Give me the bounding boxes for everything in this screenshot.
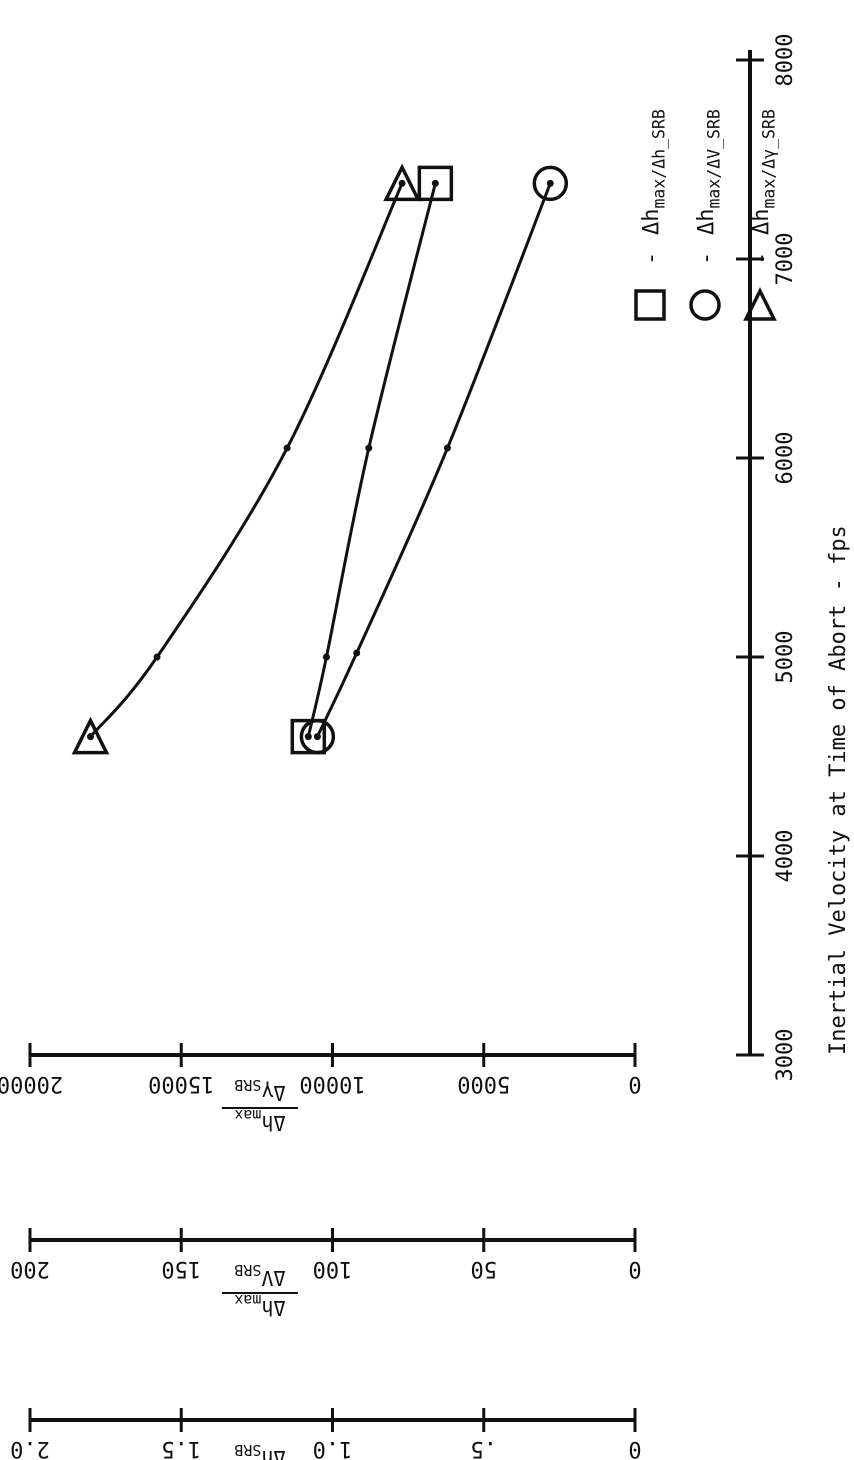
data-marker-circle xyxy=(299,718,336,755)
value-tick-label: .5 xyxy=(471,1436,498,1460)
value-tick-label: 0 xyxy=(628,1071,641,1096)
value-axis-label-denominator: ΔVSRB xyxy=(234,1261,285,1290)
legend-label-circle: Δhmax/ΔV_SRB xyxy=(694,109,724,235)
legend-marker-triangle xyxy=(743,287,777,321)
data-point-triangle xyxy=(283,444,291,452)
x-tick-label: 4000 xyxy=(773,830,798,883)
x-axis-label: Inertial Velocity at Time of Abort - fps xyxy=(826,525,851,1055)
value-axis-label-numerator: Δhmax xyxy=(234,1106,285,1135)
value-tick-label: 50 xyxy=(471,1256,498,1281)
data-marker-triangle xyxy=(71,716,110,755)
legend-marker-circle xyxy=(689,289,721,321)
legend: - Δhmax/Δh_SRB - Δhmax/ΔV_SRB - Δhmax/Δγ_SRB xyxy=(634,109,779,321)
legend-label-triangle: Δhmax/Δγ_SRB xyxy=(749,109,779,235)
data-point-circle xyxy=(443,444,451,452)
data-marker-square xyxy=(417,165,454,202)
legend-dash: - xyxy=(694,252,719,265)
legend-dash: - xyxy=(749,252,774,265)
value-tick-label: 15000 xyxy=(148,1071,214,1096)
value-tick-label: 2.0 xyxy=(10,1436,50,1460)
data-point-square xyxy=(322,653,330,661)
legend-marker-square xyxy=(634,289,666,321)
data-point-triangle xyxy=(398,179,406,187)
value-tick-label: 20000 xyxy=(0,1071,63,1096)
value-tick-label: 10000 xyxy=(299,1071,365,1096)
series-line-square xyxy=(306,183,437,737)
series-line-triangle xyxy=(89,182,404,738)
value-tick-label: 150 xyxy=(161,1256,201,1281)
value-axis-label-denominator: ΔhSRB xyxy=(234,1441,285,1460)
data-point-square xyxy=(365,444,373,452)
x-tick-label: 6000 xyxy=(773,432,798,485)
value-tick-label: 100 xyxy=(313,1256,353,1281)
points-layer xyxy=(71,163,569,755)
legend-dash: - xyxy=(639,252,664,265)
chart-rotated-frame: 3000400050006000700080000.51.01.52.0Δhma… xyxy=(0,34,851,1460)
data-marker-circle xyxy=(532,165,569,202)
data-point-triangle xyxy=(87,733,94,741)
value-axis-ratio: 0 .5 1.0 1.5 2.0 ΔhmaxΔhSRB xyxy=(10,1408,642,1460)
value-tick-label: 5000 xyxy=(457,1071,510,1096)
data-point-square xyxy=(304,733,312,741)
value-axis-label: ΔhmaxΔhSRB xyxy=(234,1441,285,1460)
data-point-circle xyxy=(313,733,321,741)
value-tick-label: 1.0 xyxy=(313,1436,353,1460)
value-tick-label: 1.5 xyxy=(161,1436,201,1460)
x-tick-label: 5000 xyxy=(773,631,798,684)
value-tick-label: 0 xyxy=(628,1436,641,1460)
data-marker-triangle xyxy=(383,163,421,202)
data-point-square xyxy=(431,179,439,187)
series-line-circle xyxy=(316,182,552,738)
legend-label-square: Δhmax/Δh_SRB xyxy=(639,109,669,235)
value-axis-label-denominator: ΔγSRB xyxy=(234,1076,285,1105)
x-tick-label: 8000 xyxy=(773,34,798,87)
axes-layer: 3000400050006000700080000.51.01.52.0Δhma… xyxy=(0,34,798,1460)
x-tick-label: 3000 xyxy=(773,1029,798,1082)
value-tick-label: 200 xyxy=(10,1256,50,1281)
x-tick-label: 7000 xyxy=(773,233,798,286)
data-point-circle xyxy=(546,179,554,187)
value-axis-label-numerator: Δhmax xyxy=(234,1291,285,1320)
value-tick-label: 0 xyxy=(628,1256,641,1281)
curves-layer xyxy=(89,182,552,738)
data-point-circle xyxy=(353,649,361,657)
data-point-triangle xyxy=(153,653,161,661)
data-marker-square xyxy=(290,718,327,755)
